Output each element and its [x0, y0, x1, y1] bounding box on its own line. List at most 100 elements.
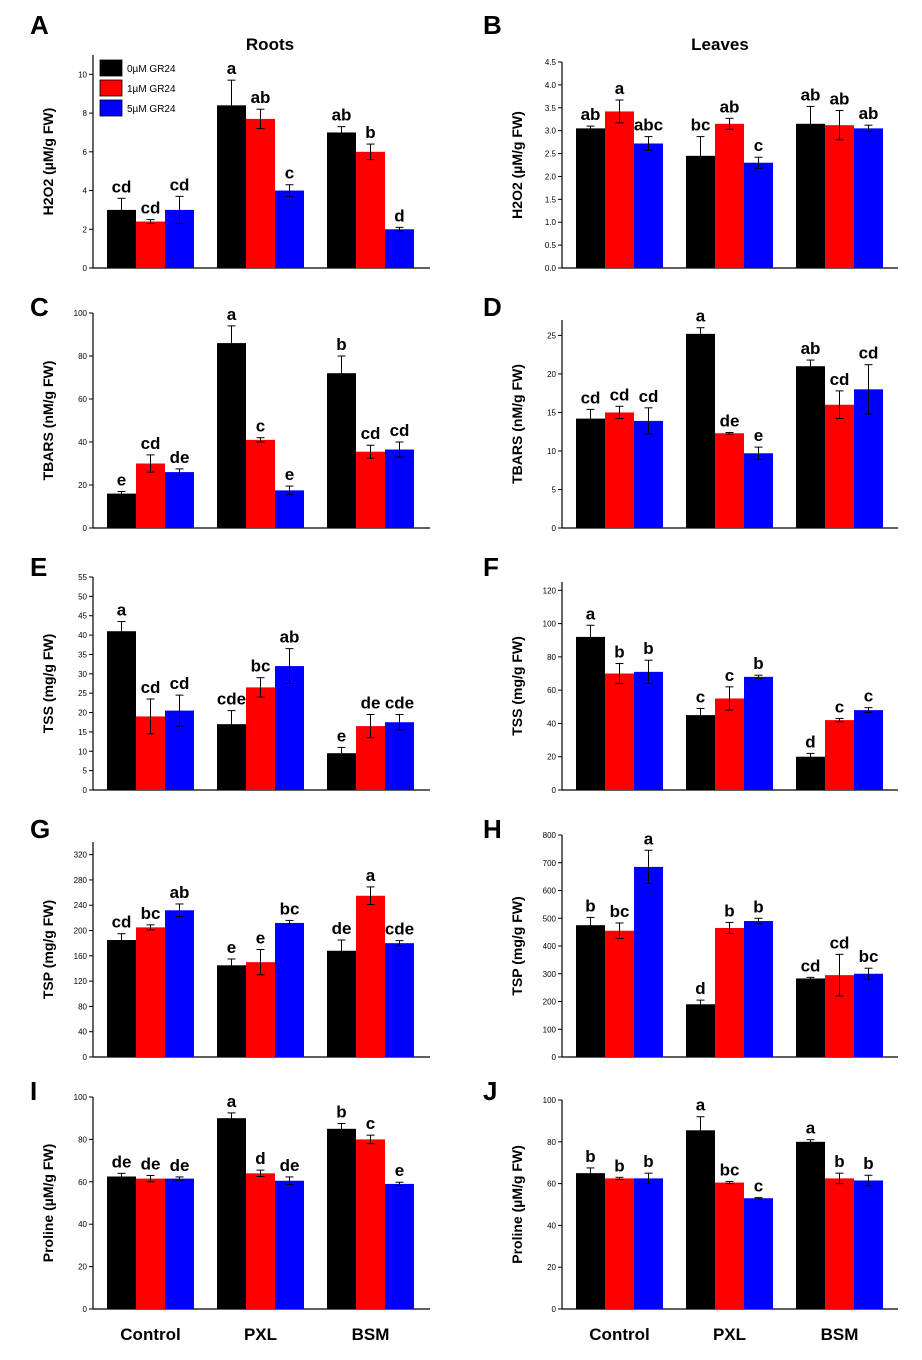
- y-tick-label: 80: [78, 1135, 87, 1144]
- significance-label: b: [834, 1152, 844, 1171]
- panel-letter: A: [30, 10, 49, 40]
- y-axis-label: TSS (mg/g FW): [40, 634, 56, 734]
- y-tick-label: 700: [543, 859, 557, 868]
- bar: [744, 1198, 773, 1309]
- significance-label: d: [805, 732, 815, 751]
- significance-label: b: [753, 654, 763, 673]
- y-tick-label: 4.0: [545, 81, 557, 90]
- significance-label: cd: [361, 424, 381, 443]
- bar: [275, 666, 304, 790]
- bar: [356, 451, 385, 528]
- bar: [796, 366, 825, 528]
- y-tick-label: 0: [552, 1053, 557, 1062]
- bar: [246, 687, 275, 790]
- significance-label: ab: [830, 90, 850, 109]
- y-axis-label: Proline (µM/g FW): [509, 1145, 525, 1264]
- y-tick-label: 30: [78, 670, 87, 679]
- bar: [246, 439, 275, 528]
- y-tick-label: 2.5: [545, 150, 557, 159]
- bar: [634, 1178, 663, 1309]
- y-tick-label: 240: [74, 901, 88, 910]
- y-tick-label: 0: [552, 1305, 557, 1314]
- panel-letter: G: [30, 814, 50, 844]
- bar: [744, 921, 773, 1057]
- significance-label: de: [170, 448, 190, 467]
- significance-label: c: [754, 136, 763, 155]
- bar: [605, 1178, 634, 1309]
- significance-label: cd: [141, 434, 161, 453]
- bar: [385, 722, 414, 790]
- significance-label: b: [643, 639, 653, 658]
- bar: [605, 111, 634, 268]
- y-tick-label: 60: [78, 1178, 87, 1187]
- significance-label: bc: [251, 657, 271, 676]
- significance-label: e: [754, 426, 763, 445]
- y-tick-label: 0.5: [545, 241, 557, 250]
- y-axis-label: Proline (µM/g FW): [40, 1144, 56, 1263]
- significance-label: b: [614, 1156, 624, 1175]
- panel-title: Leaves: [691, 35, 749, 54]
- significance-label: a: [806, 1119, 816, 1138]
- chart-panel-b: B Leaves H2O2 (µM/g FW) 0.0 0.5 1.0 1.5 2.0 2.5 3…: [483, 10, 898, 273]
- y-tick-label: 6: [83, 148, 88, 157]
- y-tick-label: 2: [83, 225, 88, 234]
- y-tick-label: 20: [78, 709, 87, 718]
- y-tick-label: 80: [547, 1138, 556, 1147]
- legend-swatch: [99, 99, 123, 117]
- bar: [796, 123, 825, 268]
- y-tick-label: 2.0: [545, 172, 557, 181]
- significance-label: cd: [141, 199, 161, 218]
- significance-label: a: [615, 79, 625, 98]
- bar: [686, 1130, 715, 1309]
- significance-label: ab: [720, 97, 740, 116]
- significance-label: cd: [112, 913, 132, 932]
- bar: [385, 449, 414, 528]
- significance-label: b: [643, 1152, 653, 1171]
- bar: [385, 943, 414, 1057]
- y-tick-label: 80: [547, 653, 556, 662]
- significance-label: a: [366, 866, 376, 885]
- y-tick-label: 160: [74, 952, 88, 961]
- y-tick-label: 120: [543, 586, 557, 595]
- bar: [634, 143, 663, 268]
- significance-label: cd: [170, 175, 190, 194]
- bar: [825, 404, 854, 528]
- y-tick-label: 15: [78, 728, 87, 737]
- x-category-label: Control: [589, 1325, 649, 1344]
- bar: [854, 710, 883, 790]
- x-category-label: BSM: [821, 1325, 859, 1344]
- y-tick-label: 40: [78, 1220, 87, 1229]
- y-tick-label: 300: [543, 970, 557, 979]
- bar: [576, 418, 605, 528]
- bar: [825, 1178, 854, 1309]
- y-tick-label: 55: [78, 573, 87, 582]
- y-axis-label: TSP (mg/g FW): [509, 896, 525, 995]
- significance-label: b: [336, 1103, 346, 1122]
- bar: [634, 420, 663, 528]
- significance-label: cd: [830, 370, 850, 389]
- significance-label: de: [141, 1154, 161, 1173]
- significance-label: a: [644, 829, 654, 848]
- significance-label: a: [227, 1092, 237, 1111]
- y-tick-label: 40: [547, 719, 556, 728]
- bar: [217, 1118, 246, 1309]
- significance-label: e: [227, 938, 236, 957]
- significance-label: d: [255, 1149, 265, 1168]
- y-tick-label: 0: [552, 524, 557, 533]
- significance-label: c: [835, 697, 844, 716]
- significance-label: b: [753, 897, 763, 916]
- bar: [275, 490, 304, 528]
- significance-label: de: [361, 693, 381, 712]
- y-tick-label: 0: [83, 524, 88, 533]
- y-tick-label: 0: [552, 786, 557, 795]
- bar: [356, 151, 385, 268]
- y-tick-label: 25: [547, 331, 556, 340]
- significance-label: d: [394, 206, 404, 225]
- bar: [825, 720, 854, 790]
- significance-label: a: [227, 305, 237, 324]
- bar: [356, 1139, 385, 1309]
